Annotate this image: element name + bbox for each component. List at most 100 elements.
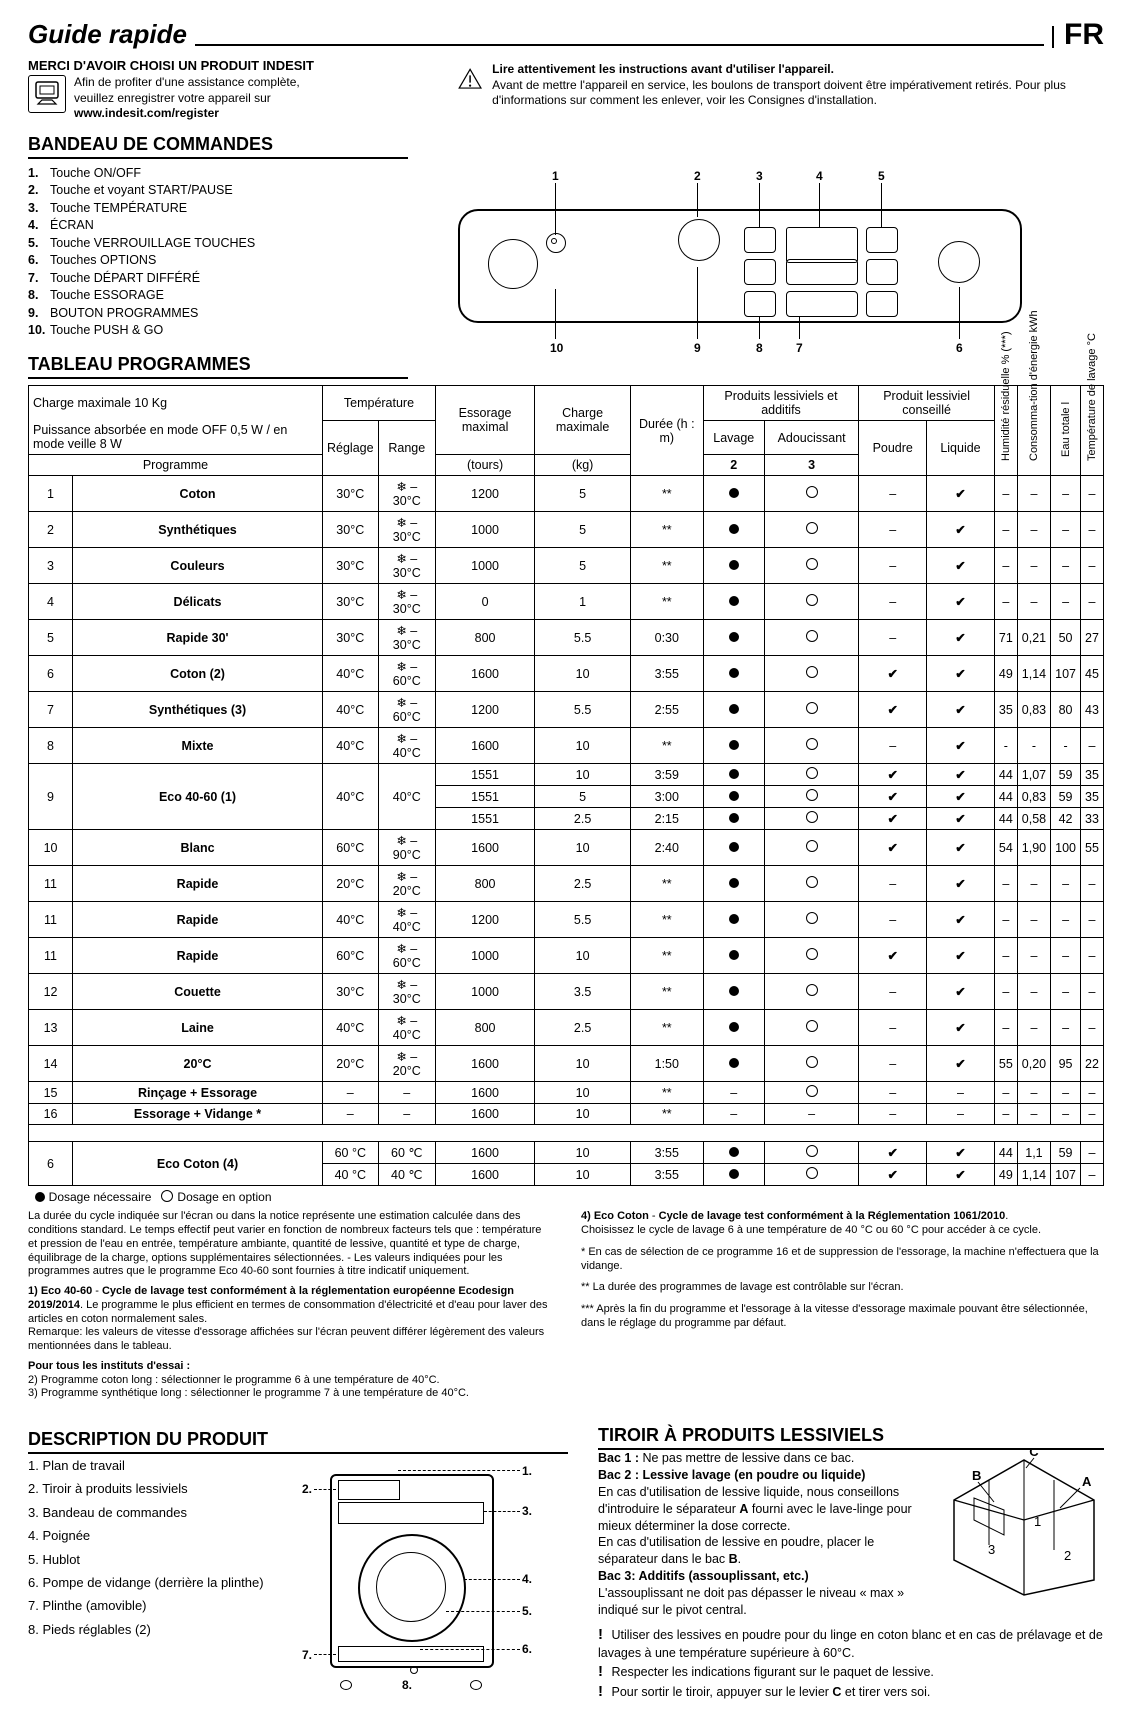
svg-text:2: 2 <box>1064 1548 1071 1563</box>
tiroir-section: TIROIR À PRODUITS LESSIVIELS B A C 1 2 3… <box>598 1417 1104 1702</box>
section-bandeau: BANDEAU DE COMMANDES <box>28 130 408 159</box>
panel-lbl-7: 7 <box>796 341 803 355</box>
table-row: 13Laine40°C❄ – 40°C8002.5**––––– <box>29 1010 1104 1046</box>
table-row: 16Essorage + Vidange *––160010**–––––––– <box>29 1104 1104 1125</box>
description-list: 1. Plan de travail2. Tiroir à produits l… <box>28 1454 278 1684</box>
svg-text:B: B <box>972 1468 981 1483</box>
list-item: 3. Bandeau de commandes <box>28 1501 278 1524</box>
command-item: 8.Touche ESSORAGE <box>28 287 408 305</box>
panel-lbl-8: 8 <box>756 341 763 355</box>
table-row: 4Délicats30°C❄ – 30°C01**––––– <box>29 584 1104 620</box>
svg-text:1: 1 <box>1034 1514 1041 1529</box>
footnote-left-col: La durée du cycle indiquée sur l'écran o… <box>28 1210 551 1407</box>
register-box: Afin de profiter d'une assistance complè… <box>28 75 428 122</box>
command-item: 9.BOUTON PROGRAMMES <box>28 305 408 323</box>
bac1-label: Bac 1 : <box>598 1451 639 1465</box>
warn1: Utiliser des lessives en poudre pour du … <box>598 1628 1103 1660</box>
table-row: 1Coton30°C❄ – 30°C12005**––––– <box>29 476 1104 512</box>
table-row: 8Mixte40°C❄ – 40°C160010**–---– <box>29 728 1104 764</box>
list-item: 5. Hublot <box>28 1548 278 1571</box>
panel-lbl-4: 4 <box>816 169 823 183</box>
reg-line1: Afin de profiter d'une assistance complè… <box>74 75 300 89</box>
panel-lbl-1: 1 <box>552 169 559 183</box>
commands-list: 1.Touche ON/OFF2.Touche et voyant START/… <box>28 165 408 340</box>
table-legend: Dosage nécessaire Dosage en option <box>28 1190 1104 1204</box>
section-tiroir: TIROIR À PRODUITS LESSIVIELS <box>598 1421 1104 1450</box>
header: Guide rapide FR <box>28 18 1104 52</box>
table-row: 3Couleurs30°C❄ – 30°C10005**––––– <box>29 548 1104 584</box>
table-row: 11Rapide60°C❄ – 60°C100010**–––– <box>29 938 1104 974</box>
table-row: 6Eco Coton (4)60 °C60 ℃1600103:55441,159… <box>29 1142 1104 1164</box>
table-row: 11Rapide20°C❄ – 20°C8002.5**––––– <box>29 866 1104 902</box>
reg-line2: veuillez enregistrer votre appareil sur <box>74 91 271 105</box>
command-item: 10.Touche PUSH & GO <box>28 322 408 340</box>
command-item: 3.Touche TEMPÉRATURE <box>28 200 408 218</box>
bac3-text: L'assouplissant ne doit pas dépasser le … <box>598 1586 904 1617</box>
svg-text:C: C <box>1029 1450 1039 1459</box>
panel-lbl-2: 2 <box>694 169 701 183</box>
command-item: 5.Touche VERROUILLAGE TOUCHES <box>28 235 408 253</box>
command-item: 6.Touches OPTIONS <box>28 252 408 270</box>
bac2-text: En cas d'utilisation de lessive liquide,… <box>598 1485 912 1533</box>
bac3-label: Bac 3: Additifs (assouplissant, etc.) <box>598 1569 809 1583</box>
list-item: 8. Pieds réglables (2) <box>28 1618 278 1641</box>
bac2-text2: En cas d'utilisation de lessive en poudr… <box>598 1535 874 1566</box>
legend-full: Dosage nécessaire <box>49 1190 152 1204</box>
warn2: Respecter les indications figurant sur l… <box>611 1665 933 1679</box>
drawer-diagram: B A C 1 2 3 <box>934 1450 1104 1600</box>
intro-left: MERCI D'AVOIR CHOISI UN PRODUIT INDESIT … <box>28 58 428 122</box>
list-item: 1. Plan de travail <box>28 1454 278 1477</box>
guide-title: Guide rapide <box>28 19 187 52</box>
list-item: 7. Plinthe (amovible) <box>28 1594 278 1617</box>
product-diagram: 1. 2. 3. 4. 5. 6. 7. 8. <box>290 1454 568 1684</box>
svg-text:A: A <box>1082 1474 1092 1489</box>
footnote-right-col: 4) Eco Coton - Cycle de lavage test conf… <box>581 1210 1104 1407</box>
panel-lbl-3: 3 <box>756 169 763 183</box>
commands-column: 1.Touche ON/OFF2.Touche et voyant START/… <box>28 159 408 379</box>
table-row: 5Rapide 30'30°C❄ – 30°C8005.50:30–710,21… <box>29 620 1104 656</box>
bac2-label: Bac 2 : Lessive lavage (en poudre ou liq… <box>598 1468 865 1482</box>
footnotes: La durée du cycle indiquée sur l'écran o… <box>28 1210 1104 1407</box>
control-panel-diagram: 1 2 3 4 5 10 9 <box>458 169 1018 359</box>
warning-text: Lire attentivement les instructions avan… <box>492 62 1104 109</box>
panel-lbl-6: 6 <box>956 341 963 355</box>
register-icon <box>28 75 66 113</box>
intro-row: MERCI D'AVOIR CHOISI UN PRODUIT INDESIT … <box>28 58 1104 122</box>
register-text: Afin de profiter d'une assistance complè… <box>74 75 300 122</box>
panel-lbl-9: 9 <box>694 341 701 355</box>
list-item: 4. Poignée <box>28 1524 278 1547</box>
table-row: 2Synthétiques30°C❄ – 30°C10005**––––– <box>29 512 1104 548</box>
list-item: 2. Tiroir à produits lessiviels <box>28 1477 278 1500</box>
section-tableau: TABLEAU PROGRAMMES <box>28 350 408 379</box>
bottom-row: DESCRIPTION DU PRODUIT 1. Plan de travai… <box>28 1417 1104 1702</box>
warning-icon <box>458 62 482 96</box>
panel-lbl-5: 5 <box>878 169 885 183</box>
svg-text:3: 3 <box>988 1542 995 1557</box>
list-item: 6. Pompe de vidange (derrière la plinthe… <box>28 1571 278 1594</box>
mid-row: 1.Touche ON/OFF2.Touche et voyant START/… <box>28 159 1104 379</box>
table-row: 1420°C20°C❄ – 20°C1600101:50–550,209522 <box>29 1046 1104 1082</box>
command-item: 7.Touche DÉPART DIFFÉRÉ <box>28 270 408 288</box>
legend-open: Dosage en option <box>177 1190 271 1204</box>
panel-lbl-10: 10 <box>550 341 563 355</box>
language-code: FR <box>1054 18 1104 52</box>
reg-url: www.indesit.com/register <box>74 106 219 120</box>
command-item: 4.ÉCRAN <box>28 217 408 235</box>
table-row: 9Eco 40-60 (1)40°C40°C1551103:59441,0759… <box>29 764 1104 786</box>
table-row: 11Rapide40°C❄ – 40°C12005.5**––––– <box>29 902 1104 938</box>
thanks-line: MERCI D'AVOIR CHOISI UN PRODUIT INDESIT <box>28 58 428 73</box>
section-description: DESCRIPTION DU PRODUIT <box>28 1425 568 1454</box>
table-row: 15Rinçage + Essorage––160010**––––––– <box>29 1082 1104 1104</box>
command-item: 2.Touche et voyant START/PAUSE <box>28 182 408 200</box>
table-row: 10Blanc60°C❄ – 90°C1600102:40541,9010055 <box>29 830 1104 866</box>
warn-body: Avant de mettre l'appareil en service, l… <box>492 78 1066 108</box>
table-row: 12Couette30°C❄ – 30°C10003.5**––––– <box>29 974 1104 1010</box>
programmes-table: Charge maximale 10 Kg Température Essora… <box>28 385 1104 1187</box>
warn-title: Lire attentivement les instructions avan… <box>492 62 834 76</box>
warning-box: Lire attentivement les instructions avan… <box>458 58 1104 122</box>
table-row: 7Synthétiques (3)40°C❄ – 60°C12005.52:55… <box>29 692 1104 728</box>
command-item: 1.Touche ON/OFF <box>28 165 408 183</box>
description-section: DESCRIPTION DU PRODUIT 1. Plan de travai… <box>28 1417 568 1702</box>
table-row: 6Coton (2)40°C❄ – 60°C1600103:55491,1410… <box>29 656 1104 692</box>
header-rule <box>195 30 1044 46</box>
